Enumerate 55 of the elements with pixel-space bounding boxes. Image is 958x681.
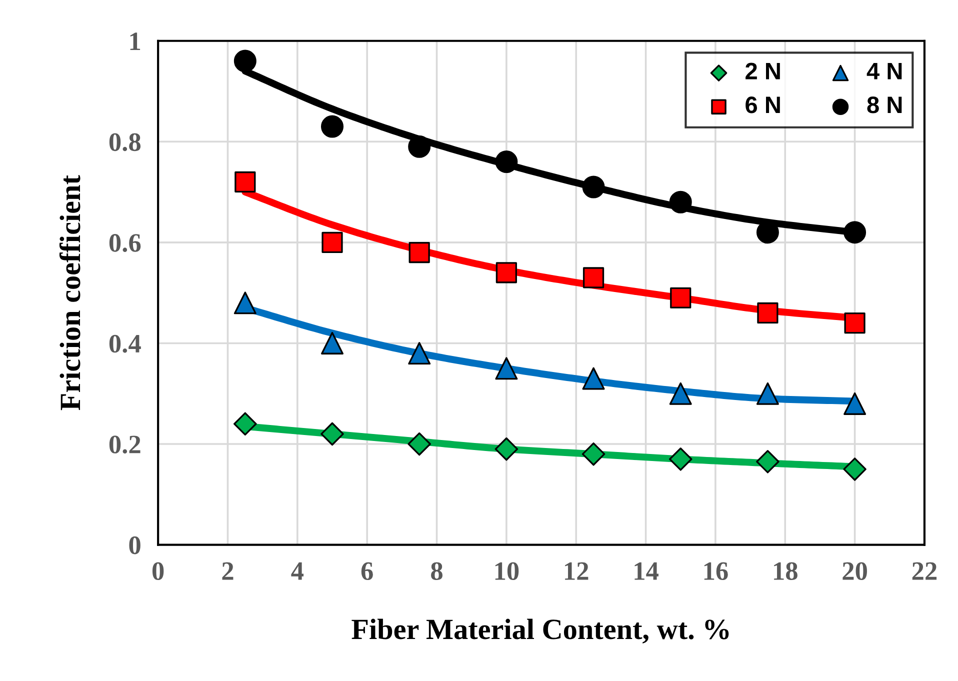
point [582, 176, 605, 198]
point [234, 412, 257, 436]
point [495, 150, 518, 174]
x-tick-label: 6 [361, 562, 373, 580]
point [495, 357, 518, 380]
x-tick-label: 18 [774, 562, 798, 580]
y-tick-label: 0 [129, 536, 140, 554]
point [408, 432, 431, 456]
x-tick-label: 22 [912, 562, 937, 580]
point [844, 312, 866, 334]
point [844, 392, 866, 415]
point [408, 135, 431, 158]
point [408, 342, 431, 365]
x-tick-label: 4 [291, 562, 304, 580]
point [496, 262, 517, 284]
point [756, 450, 780, 474]
point [494, 437, 518, 461]
point [582, 442, 606, 466]
x-tick-label: 14 [634, 562, 658, 580]
x-tick-label: 20 [842, 562, 867, 580]
point [669, 190, 692, 214]
point [844, 221, 866, 244]
point [234, 50, 256, 72]
point [320, 422, 344, 446]
y-tick-label: 0.4 [109, 334, 141, 353]
point [668, 447, 692, 471]
legend-label: 6 N [746, 96, 780, 114]
point [582, 267, 604, 288]
x-tick-label: 0 [152, 562, 164, 580]
point [234, 292, 256, 314]
y-tick-label: 1 [130, 32, 140, 50]
y-tick-label: 0.6 [109, 234, 141, 252]
point [234, 171, 256, 193]
x-tick-label: 16 [704, 562, 728, 580]
point [757, 302, 778, 324]
y-axis-title: Friction coefficient [59, 175, 80, 410]
point [669, 382, 692, 405]
point [843, 458, 866, 481]
legend-label: 4 N [866, 62, 902, 80]
y-tick-label: 0.8 [109, 133, 141, 152]
legend-label: 2 N [746, 62, 780, 80]
x-axis-title: Fiber Material Content, wt. % [352, 618, 729, 644]
point [756, 382, 779, 405]
x-tick-label: 2 [222, 562, 234, 580]
y-tick-label: 0.2 [109, 436, 140, 454]
point [670, 287, 692, 308]
x-tick-label: 8 [431, 562, 442, 580]
point [582, 367, 605, 390]
point [321, 115, 344, 138]
x-tick-label: 12 [565, 562, 588, 580]
legend-label: 8 N [867, 96, 902, 114]
point [322, 232, 343, 253]
point [321, 332, 344, 354]
x-tick-label: 10 [495, 562, 519, 580]
point [408, 242, 430, 264]
